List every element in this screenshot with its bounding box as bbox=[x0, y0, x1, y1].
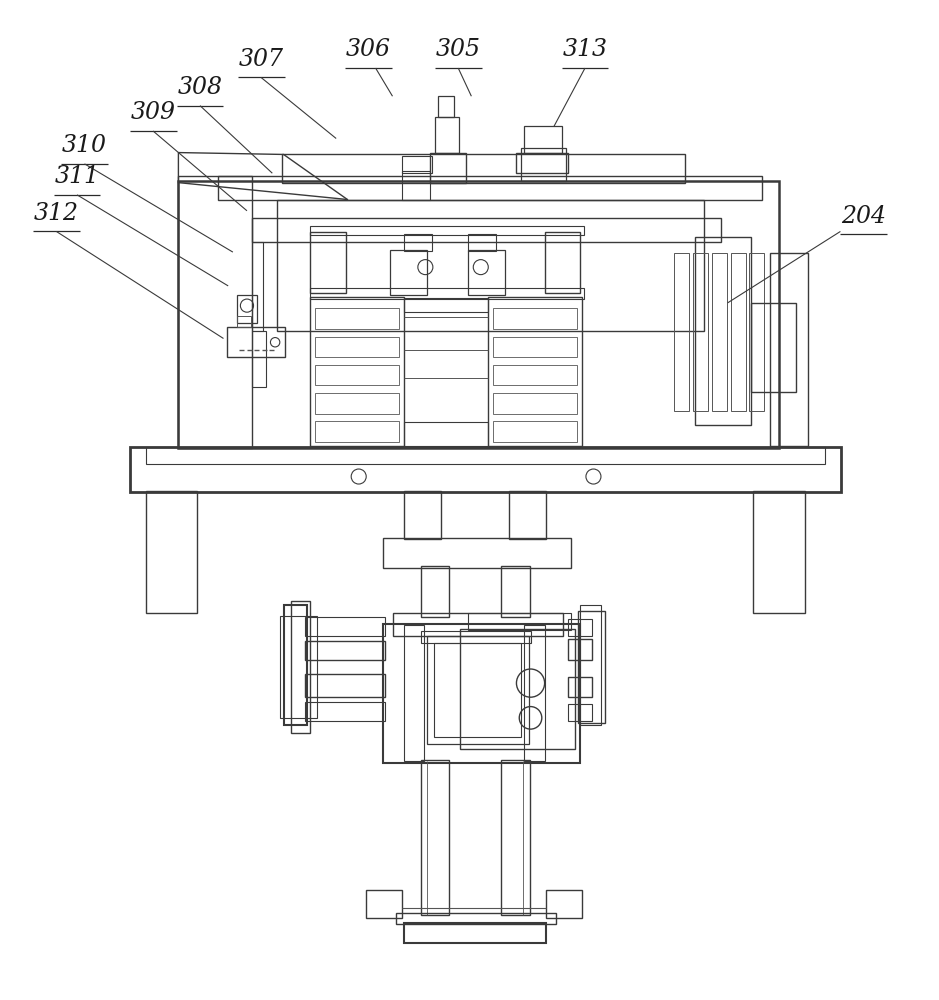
Text: 308: 308 bbox=[177, 76, 223, 99]
Bar bbox=[404, 422, 488, 446]
Bar bbox=[390, 250, 427, 295]
Bar bbox=[404, 491, 441, 539]
Text: 313: 313 bbox=[562, 38, 608, 61]
Bar bbox=[568, 704, 592, 721]
Text: 306: 306 bbox=[346, 38, 391, 61]
Bar bbox=[468, 613, 571, 630]
Bar bbox=[277, 200, 704, 331]
Bar bbox=[291, 601, 310, 733]
Bar bbox=[693, 253, 708, 411]
Bar bbox=[310, 226, 584, 235]
Bar bbox=[404, 234, 432, 251]
Bar bbox=[146, 491, 197, 613]
Bar bbox=[284, 605, 307, 725]
Bar bbox=[493, 308, 577, 329]
Bar bbox=[178, 176, 252, 448]
Bar bbox=[310, 288, 584, 299]
Bar bbox=[516, 153, 568, 173]
Bar bbox=[227, 327, 285, 357]
Bar bbox=[695, 237, 751, 425]
Bar bbox=[421, 760, 449, 915]
Bar bbox=[315, 308, 399, 329]
Bar bbox=[280, 616, 317, 718]
Bar bbox=[468, 250, 505, 295]
Bar bbox=[501, 566, 530, 617]
Bar bbox=[305, 617, 385, 636]
Bar bbox=[524, 126, 562, 153]
Bar bbox=[493, 393, 577, 414]
Bar bbox=[237, 316, 251, 327]
Bar bbox=[396, 913, 556, 924]
Bar bbox=[305, 641, 385, 660]
Text: 312: 312 bbox=[34, 202, 79, 225]
Bar bbox=[524, 625, 545, 761]
Text: 309: 309 bbox=[131, 101, 176, 124]
Text: 204: 204 bbox=[841, 205, 886, 228]
Bar bbox=[305, 674, 385, 697]
Bar bbox=[366, 890, 402, 918]
Bar bbox=[749, 253, 764, 411]
Bar bbox=[146, 447, 825, 464]
Bar bbox=[434, 643, 521, 737]
Bar bbox=[770, 253, 808, 446]
Bar bbox=[731, 253, 746, 411]
Bar bbox=[315, 365, 399, 385]
Bar bbox=[521, 148, 566, 181]
Bar bbox=[421, 631, 531, 643]
Bar bbox=[751, 303, 796, 392]
Bar bbox=[421, 566, 449, 617]
Text: 311: 311 bbox=[54, 165, 100, 188]
Bar bbox=[430, 153, 466, 183]
Bar bbox=[402, 171, 430, 200]
Bar bbox=[237, 295, 257, 323]
Bar bbox=[712, 253, 727, 411]
Bar bbox=[546, 890, 582, 918]
Bar bbox=[580, 605, 601, 725]
Bar bbox=[568, 677, 592, 697]
Text: 307: 307 bbox=[239, 48, 284, 71]
Bar bbox=[493, 337, 577, 357]
Bar bbox=[218, 176, 762, 200]
Bar bbox=[252, 218, 721, 242]
Bar bbox=[310, 297, 404, 446]
Text: 305: 305 bbox=[436, 38, 481, 61]
Bar bbox=[130, 447, 841, 492]
Text: 310: 310 bbox=[62, 134, 107, 157]
Bar bbox=[282, 154, 685, 183]
Bar bbox=[427, 636, 529, 744]
Bar bbox=[460, 629, 575, 749]
Bar bbox=[501, 760, 530, 915]
Bar bbox=[252, 331, 266, 387]
Bar bbox=[383, 624, 580, 763]
Bar bbox=[315, 421, 399, 442]
Bar bbox=[578, 611, 605, 723]
Bar bbox=[493, 365, 577, 385]
Bar bbox=[178, 181, 779, 448]
Bar bbox=[402, 156, 432, 173]
Bar bbox=[404, 923, 546, 943]
Bar bbox=[674, 253, 689, 411]
Bar bbox=[438, 96, 454, 117]
Bar bbox=[753, 491, 805, 613]
Bar bbox=[493, 421, 577, 442]
Bar bbox=[509, 491, 546, 539]
Bar bbox=[315, 393, 399, 414]
Bar bbox=[404, 298, 488, 312]
Bar bbox=[252, 242, 263, 331]
Bar bbox=[488, 297, 582, 446]
Bar bbox=[404, 625, 424, 761]
Bar bbox=[468, 234, 496, 251]
Bar bbox=[545, 232, 580, 293]
Bar bbox=[310, 232, 346, 293]
Bar bbox=[305, 702, 385, 721]
Bar bbox=[315, 337, 399, 357]
Bar bbox=[383, 538, 571, 568]
Bar bbox=[393, 613, 563, 636]
Bar bbox=[435, 117, 459, 153]
Bar bbox=[568, 639, 592, 660]
Bar bbox=[568, 619, 592, 636]
